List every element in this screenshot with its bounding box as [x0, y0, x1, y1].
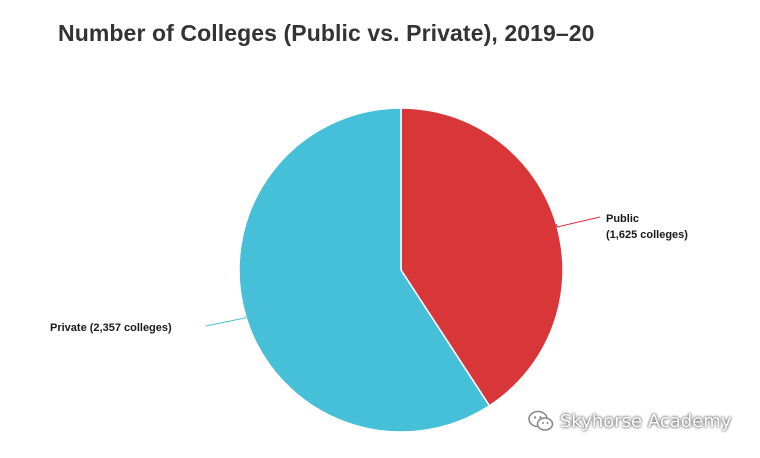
slice-label-public: Public — [606, 213, 639, 225]
watermark-text: Skyhorse Academy — [560, 410, 732, 432]
watermark: Skyhorse Academy — [528, 410, 731, 432]
chart-title: Number of Colleges (Public vs. Private),… — [58, 20, 595, 46]
pie-slices — [238, 107, 564, 433]
slice-label-private: Private (2,357 colleges) — [50, 322, 172, 334]
slice-sublabel-public: (1,625 colleges) — [606, 229, 688, 241]
slice-labels: Public (1,625 colleges) Private (2,357 c… — [50, 213, 688, 334]
pie-slice-1 — [238, 107, 491, 433]
wechat-icon — [528, 410, 554, 431]
leader-line-1 — [205, 315, 247, 327]
leader-line-0 — [555, 216, 601, 228]
leader-lines — [205, 216, 601, 327]
